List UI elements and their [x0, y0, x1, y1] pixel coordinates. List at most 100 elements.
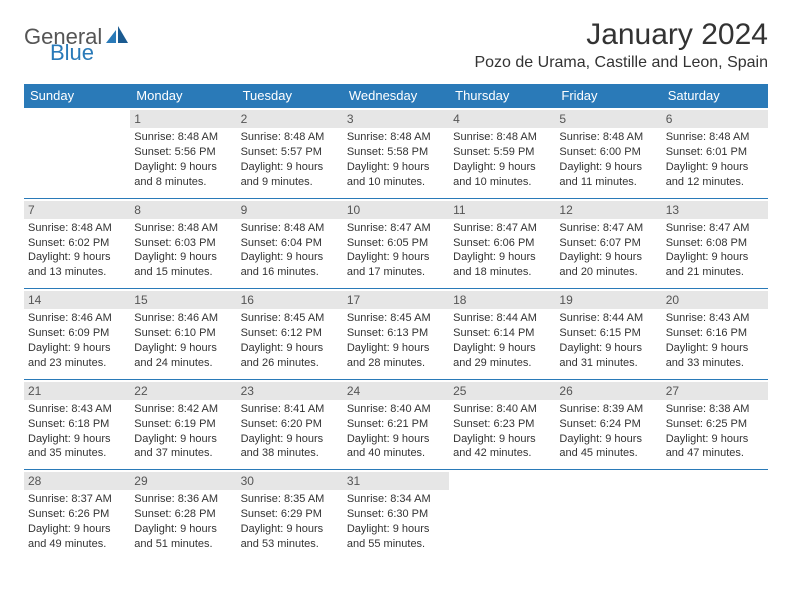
sunrise-text: Sunrise: 8:48 AM: [347, 130, 445, 145]
day-number: 31: [343, 472, 449, 490]
daylight-text: Daylight: 9 hours and 53 minutes.: [241, 522, 339, 552]
calendar-week: 21 Sunrise: 8:43 AMSunset: 6:18 PM Dayligh…: [24, 379, 768, 470]
weekday-header: Saturday: [662, 84, 768, 108]
calendar-cell: 10Sunrise: 8:47 AMSunset: 6:05 PMDayligh…: [343, 198, 449, 289]
calendar-cell: 23 Sunrise: 8:41 AMSunset: 6:20 PMDayligh…: [237, 379, 343, 470]
daylight-text: Daylight: 9 hours and 33 minutes.: [666, 341, 764, 371]
weekday-header: Friday: [555, 84, 661, 108]
sunrise-text: Sunrise: 8:41 AM: [241, 402, 339, 417]
sunset-text: Sunset: 6:08 PM: [666, 236, 764, 251]
daylight-text: Daylight: 9 hours and 29 minutes.: [453, 341, 551, 371]
sunrise-text: Sunrise: 8:35 AM: [241, 492, 339, 507]
sunrise-text: Sunrise: 8:43 AM: [28, 402, 126, 417]
daylight-text: Daylight: 9 hours and 10 minutes.: [453, 160, 551, 190]
daylight-text: Daylight: 9 hours and 11 minutes.: [559, 160, 657, 190]
sunset-text: Sunset: 6:02 PM: [28, 236, 126, 251]
sunrise-text: Sunrise: 8:47 AM: [666, 221, 764, 236]
calendar-cell: 4Sunrise: 8:48 AMSunset: 5:59 PMDaylight…: [449, 108, 555, 199]
sunrise-text: Sunrise: 8:45 AM: [347, 311, 445, 326]
sunrise-text: Sunrise: 8:48 AM: [134, 221, 232, 236]
daylight-text: Daylight: 9 hours and 31 minutes.: [559, 341, 657, 371]
calendar-cell: 8Sunrise: 8:48 AMSunset: 6:03 PMDaylight…: [130, 198, 236, 289]
sunset-text: Sunset: 6:13 PM: [347, 326, 445, 341]
sunset-text: Sunset: 6:20 PM: [241, 417, 339, 432]
sunrise-text: Sunrise: 8:36 AM: [134, 492, 232, 507]
day-number: 5: [555, 110, 661, 128]
daylight-text: Daylight: 9 hours and 16 minutes.: [241, 250, 339, 280]
daylight-text: Daylight: 9 hours and 45 minutes.: [559, 432, 657, 462]
day-number: 2: [237, 110, 343, 128]
calendar-cell: [555, 470, 661, 560]
day-number: 19: [555, 291, 661, 309]
sunset-text: Sunset: 5:59 PM: [453, 145, 551, 160]
sunset-text: Sunset: 6:05 PM: [347, 236, 445, 251]
calendar-cell: 15Sunrise: 8:46 AMSunset: 6:10 PMDayligh…: [130, 289, 236, 380]
location: Pozo de Urama, Castille and Leon, Spain: [474, 54, 768, 72]
weekday-header: Monday: [130, 84, 236, 108]
sunset-text: Sunset: 6:16 PM: [666, 326, 764, 341]
sunrise-text: Sunrise: 8:48 AM: [559, 130, 657, 145]
sunrise-text: Sunrise: 8:43 AM: [666, 311, 764, 326]
day-number: 23: [237, 382, 343, 400]
logo-sail-icon: [106, 26, 128, 49]
day-number: 18: [449, 291, 555, 309]
sunset-text: Sunset: 6:00 PM: [559, 145, 657, 160]
calendar-cell: [24, 108, 130, 199]
day-number: 21: [24, 382, 130, 400]
sunrise-text: Sunrise: 8:34 AM: [347, 492, 445, 507]
sunset-text: Sunset: 6:06 PM: [453, 236, 551, 251]
sunset-text: Sunset: 6:18 PM: [28, 417, 126, 432]
calendar-cell: 22Sunrise: 8:42 AMSunset: 6:19 PMDayligh…: [130, 379, 236, 470]
calendar-cell: 28 Sunrise: 8:37 AMSunset: 6:26 PMDayligh…: [24, 470, 130, 560]
day-number: 7: [24, 201, 130, 219]
header: General January 2024 Pozo de Urama, Cast…: [24, 18, 768, 72]
daylight-text: Daylight: 9 hours and 49 minutes.: [28, 522, 126, 552]
day-number: 11: [449, 201, 555, 219]
weekday-header: Thursday: [449, 84, 555, 108]
daylight-text: Daylight: 9 hours and 18 minutes.: [453, 250, 551, 280]
daylight-text: Daylight: 9 hours and 13 minutes.: [28, 250, 126, 280]
calendar-cell: 27 Sunrise: 8:38 AMSunset: 6:25 PMDayligh…: [662, 379, 768, 470]
daylight-text: Daylight: 9 hours and 42 minutes.: [453, 432, 551, 462]
daylight-text: Daylight: 9 hours and 24 minutes.: [134, 341, 232, 371]
sunset-text: Sunset: 6:28 PM: [134, 507, 232, 522]
calendar-week: 28Sunrise: 8:37 AMSunset: 6:26 PMDayligh…: [24, 470, 768, 560]
sunrise-text: Sunrise: 8:42 AM: [134, 402, 232, 417]
calendar-week: 1Sunrise: 8:48 AMSunset: 5:56 PMDaylight…: [24, 108, 768, 199]
day-number: 9: [237, 201, 343, 219]
day-number: 14: [24, 291, 130, 309]
daylight-text: Daylight: 9 hours and 15 minutes.: [134, 250, 232, 280]
sunset-text: Sunset: 5:58 PM: [347, 145, 445, 160]
sunset-text: Sunset: 6:15 PM: [559, 326, 657, 341]
sunrise-text: Sunrise: 8:40 AM: [347, 402, 445, 417]
day-number: 27: [662, 382, 768, 400]
calendar-cell: 6Sunrise: 8:48 AMSunset: 6:01 PMDaylight…: [662, 108, 768, 199]
sunrise-text: Sunrise: 8:38 AM: [666, 402, 764, 417]
calendar-cell: 11Sunrise: 8:47 AMSunset: 6:06 PMDayligh…: [449, 198, 555, 289]
sunrise-text: Sunrise: 8:37 AM: [28, 492, 126, 507]
day-number: 17: [343, 291, 449, 309]
day-number: 6: [662, 110, 768, 128]
calendar-cell: 12Sunrise: 8:47 AMSunset: 6:07 PMDayligh…: [555, 198, 661, 289]
day-number: 28: [24, 472, 130, 490]
day-number: 30: [237, 472, 343, 490]
sunset-text: Sunset: 6:01 PM: [666, 145, 764, 160]
day-number: 24: [343, 382, 449, 400]
calendar-body: 1Sunrise: 8:48 AMSunset: 5:56 PMDaylight…: [24, 108, 768, 560]
daylight-text: Daylight: 9 hours and 9 minutes.: [241, 160, 339, 190]
day-number: 3: [343, 110, 449, 128]
daylight-text: Daylight: 9 hours and 38 minutes.: [241, 432, 339, 462]
sunset-text: Sunset: 6:26 PM: [28, 507, 126, 522]
sunset-text: Sunset: 6:21 PM: [347, 417, 445, 432]
calendar-cell: 2Sunrise: 8:48 AMSunset: 5:57 PMDaylight…: [237, 108, 343, 199]
sunrise-text: Sunrise: 8:47 AM: [559, 221, 657, 236]
sunset-text: Sunset: 6:25 PM: [666, 417, 764, 432]
calendar-cell: 30Sunrise: 8:35 AMSunset: 6:29 PMDayligh…: [237, 470, 343, 560]
daylight-text: Daylight: 9 hours and 17 minutes.: [347, 250, 445, 280]
daylight-text: Daylight: 9 hours and 28 minutes.: [347, 341, 445, 371]
sunrise-text: Sunrise: 8:48 AM: [241, 130, 339, 145]
daylight-text: Daylight: 9 hours and 47 minutes.: [666, 432, 764, 462]
sunrise-text: Sunrise: 8:48 AM: [28, 221, 126, 236]
weekday-header: Wednesday: [343, 84, 449, 108]
day-number: 29: [130, 472, 236, 490]
